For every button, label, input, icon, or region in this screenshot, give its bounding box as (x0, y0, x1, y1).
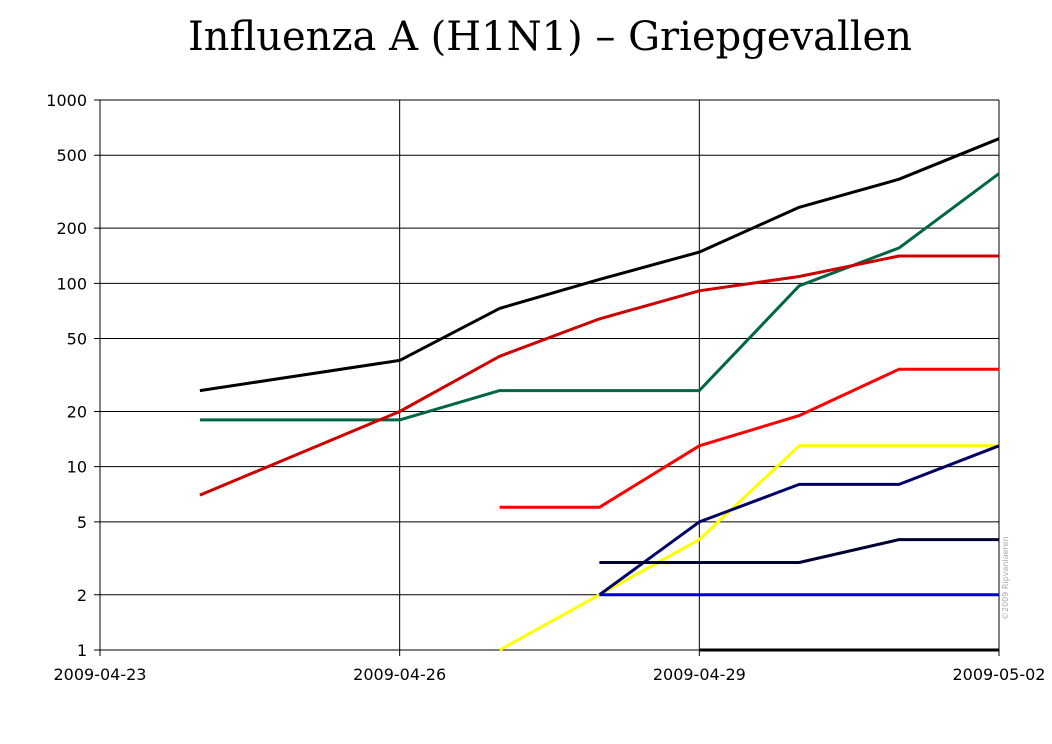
series-line (498, 444, 999, 652)
chart-title: Influenza A (H1N1) – Griepgevallen (188, 14, 912, 60)
y-tick-label: 20 (67, 402, 87, 421)
series-line (199, 172, 1000, 422)
y-tick-label: 50 (67, 330, 87, 349)
x-tick-label: 2009-04-23 (54, 665, 147, 684)
y-tick-label: 200 (56, 219, 87, 238)
series-layer (199, 137, 1000, 652)
x-tick-label: 2009-04-29 (653, 665, 746, 684)
axes-layer: 1 2 5 10 20 50 100 200 500 1000 2009-04-23 2009-04-… (46, 91, 1045, 684)
y-tick-label: 500 (56, 146, 87, 165)
y-tick-label: 2 (77, 586, 87, 605)
grid-layer (94, 99, 1000, 656)
series-line (598, 444, 1000, 597)
credit-text: ©2009 Ripvanlaeren (1001, 536, 1010, 620)
series-line (599, 538, 999, 564)
series-line (499, 367, 999, 509)
series-line (199, 137, 1000, 393)
x-tick-label: 2009-04-26 (353, 665, 446, 684)
y-tick-label: 10 (67, 458, 87, 477)
x-tick-label: 2009-05-02 (953, 665, 1046, 684)
y-tick-label: 100 (56, 274, 87, 293)
series-line (199, 254, 999, 497)
y-tick-label: 1000 (46, 91, 87, 110)
y-tick-label: 1 (77, 641, 87, 660)
y-tick-label: 5 (77, 513, 87, 532)
